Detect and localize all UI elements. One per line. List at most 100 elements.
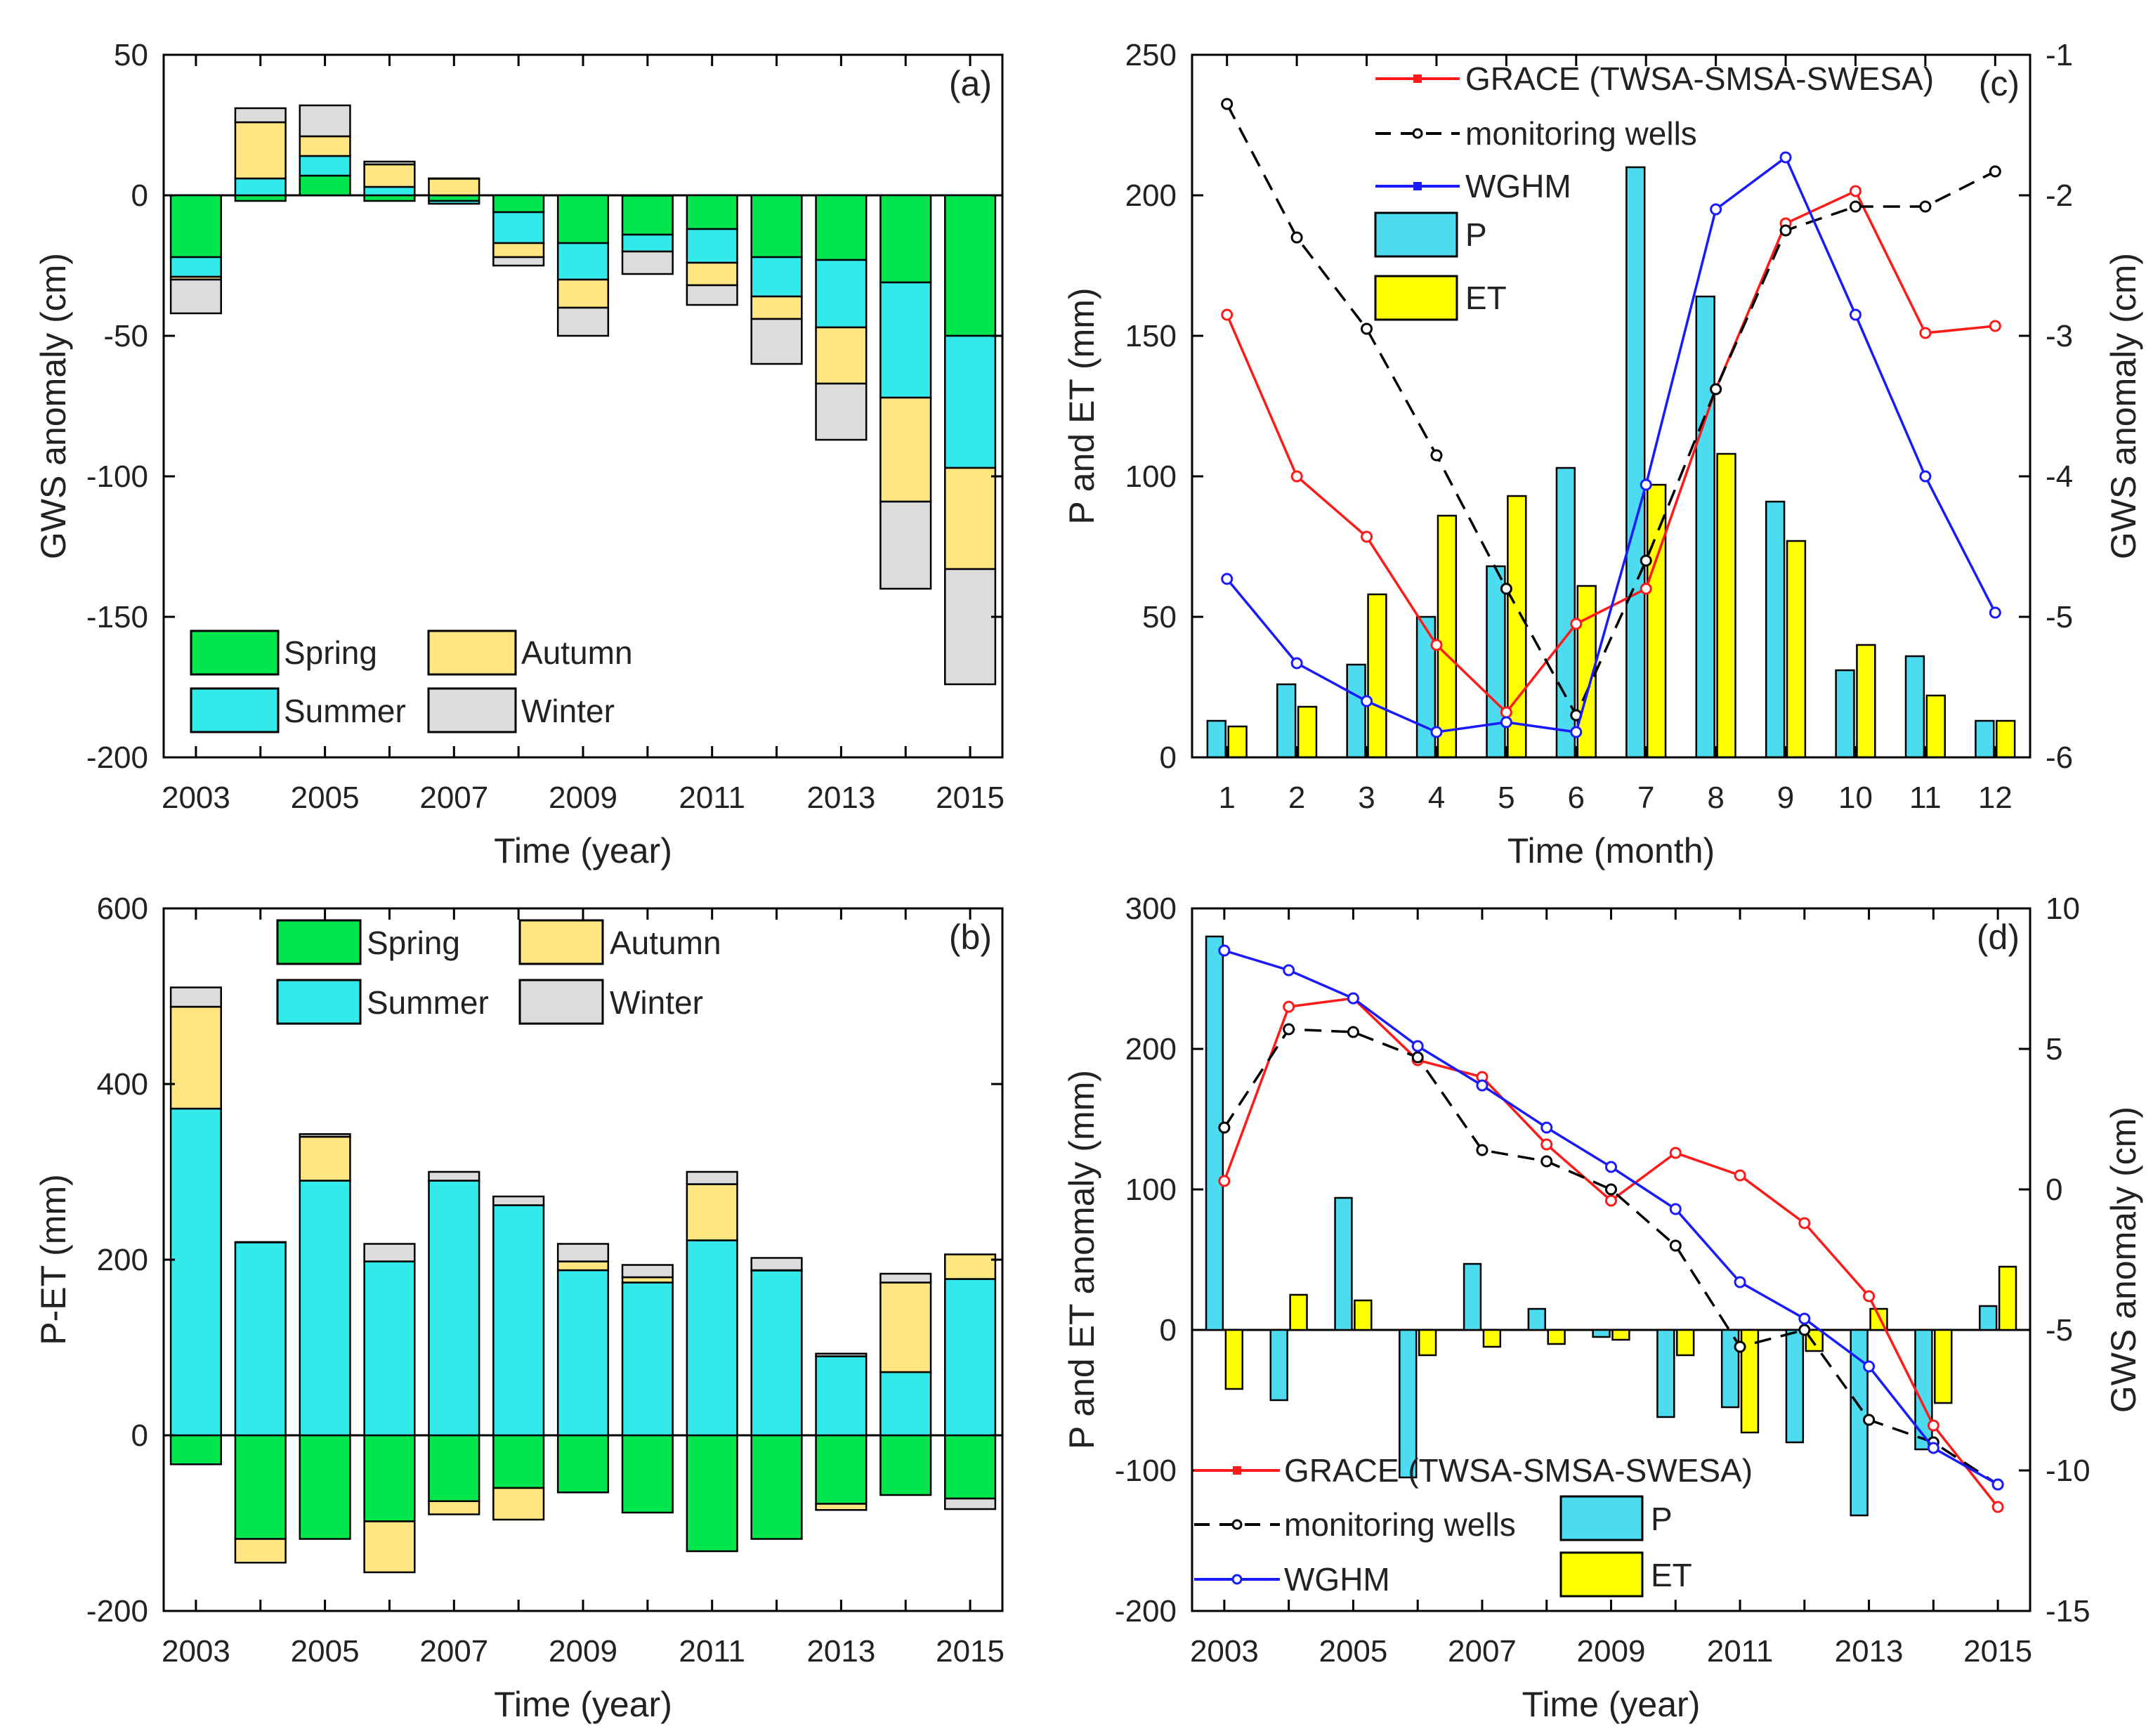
panel-d-point-wghm-2004 bbox=[1283, 964, 1295, 977]
panel-b-ytick-label: 600 bbox=[97, 892, 148, 926]
panel-d-bar-p-2004 bbox=[1269, 1329, 1288, 1402]
panel-c-legend-wells-marker bbox=[1412, 128, 1423, 139]
panel-b-bar-summer-2008 bbox=[492, 1204, 545, 1437]
panel-a-bar-winter-2006 bbox=[363, 160, 416, 166]
panel-a-ytick-label: -200 bbox=[86, 740, 148, 775]
panel-a-bar-spring-2008 bbox=[492, 194, 545, 214]
panel-d-ytick-right-label: 0 bbox=[2046, 1173, 2062, 1207]
panel-a-ytick-label: -150 bbox=[86, 600, 148, 634]
panel-d-chart: 300 200 100 0 -100 -200 10 5 0 -5 -10 -15 2003 2005 20… bbox=[1062, 892, 2143, 1724]
panel-c-bar-et-7 bbox=[1646, 483, 1667, 759]
panel-c-ytick-right-label: -2 bbox=[2046, 178, 2073, 213]
panel-b-xtick-label: 2003 bbox=[162, 1634, 230, 1669]
panel-a-legend-winter-swatch bbox=[427, 687, 517, 733]
panel-a-ytick-label: 0 bbox=[131, 178, 148, 213]
panel-d-ytick-right-label: -15 bbox=[2046, 1594, 2091, 1629]
panel-d-label: (d) bbox=[1977, 918, 2020, 957]
panel-a-ytick-label: -100 bbox=[86, 459, 148, 494]
panel-d-bar-et-2011 bbox=[1740, 1329, 1760, 1434]
panel-d-point-monitoring-2005 bbox=[1347, 1026, 1359, 1038]
panel-d-point-wghm-2015 bbox=[1991, 1478, 2004, 1491]
panel-b-bar-summer-2013 bbox=[815, 1355, 868, 1437]
panel-d-point-wghm-2008 bbox=[1540, 1121, 1553, 1134]
panel-d-point-grace-2004 bbox=[1283, 1000, 1295, 1013]
panel-c-point-grace-1 bbox=[1221, 308, 1234, 321]
panel-c-xtick-label: 7 bbox=[1637, 781, 1654, 815]
panel-c-ytick-label: 50 bbox=[1142, 600, 1177, 634]
panel-b-legend-summer: Summer bbox=[367, 984, 489, 1021]
panel-a-legend-autumn-swatch bbox=[427, 629, 517, 676]
panel-b-bar-autumn-2015 bbox=[944, 1253, 997, 1280]
panel-b-xtick-label: 2011 bbox=[679, 1634, 745, 1669]
panel-b-bar-autumn-2013 bbox=[815, 1503, 868, 1511]
panel-a-bar-winter-2013 bbox=[815, 382, 868, 441]
panel-b-bar-summer-2006 bbox=[363, 1260, 416, 1437]
panel-a-bar-winter-2004 bbox=[234, 107, 287, 124]
panel-d-bar-p-2011 bbox=[1720, 1329, 1740, 1409]
panel-b-bar-autumn-2009 bbox=[556, 1260, 610, 1272]
panel-c-ytick-label: 250 bbox=[1125, 38, 1177, 72]
panel-b-ytick-label: 400 bbox=[97, 1067, 148, 1102]
panel-a-bar-summer-2009 bbox=[556, 242, 610, 281]
panel-d-bar-et-2004 bbox=[1289, 1293, 1308, 1331]
panel-b-legend-summer-swatch bbox=[276, 979, 362, 1025]
panel-a-ylabel: GWS anomaly (cm) bbox=[34, 253, 73, 559]
panel-d-legend-p-swatch bbox=[1559, 1495, 1644, 1541]
panel-a-bar-autumn-2010 bbox=[621, 194, 674, 197]
panel-b-bar-summer-2009 bbox=[556, 1269, 610, 1437]
panel-d-bar-p-2008 bbox=[1527, 1307, 1546, 1331]
panel-b-bar-summer-2004 bbox=[234, 1241, 287, 1437]
panel-b-bar-spring-2004 bbox=[234, 1434, 287, 1540]
panel-a-ytick-label: -50 bbox=[103, 319, 148, 353]
panel-d-bar-et-2012 bbox=[1805, 1329, 1824, 1352]
panel-b-bar-summer-2015 bbox=[944, 1278, 997, 1437]
panel-c-ytick-label: 0 bbox=[1160, 740, 1177, 775]
panel-c-bar-et-10 bbox=[1856, 644, 1876, 759]
panel-d-bar-et-2008 bbox=[1547, 1329, 1566, 1345]
panel-c-point-wghm-4 bbox=[1430, 726, 1443, 738]
panel-a-bar-autumn-2015 bbox=[944, 466, 997, 570]
panel-d-legend-et-swatch bbox=[1559, 1551, 1644, 1598]
panel-d-point-wghm-2012 bbox=[1798, 1312, 1811, 1325]
panel-b-chart: 600 400 200 0 -200 2003 2005 2007 2009 2011 2013 20… bbox=[34, 892, 1005, 1724]
panel-a-bar-autumn-2009 bbox=[556, 278, 610, 309]
panel-c-bar-p-2 bbox=[1276, 683, 1297, 759]
panel-b-ticks: 600 400 200 0 -200 2003 2005 2007 2009 2011 2013 20… bbox=[86, 892, 1005, 1669]
panel-d-point-grace-2003 bbox=[1218, 1175, 1231, 1187]
panel-d-ytick-right-label: 5 bbox=[2046, 1032, 2062, 1066]
panel-c-bar-p-5 bbox=[1486, 565, 1506, 759]
panel-c-legend-grace-marker bbox=[1413, 74, 1422, 83]
panel-a-chart: 50 0 -50 -100 -150 -200 2003 2005 2007 2009 2011 20… bbox=[34, 38, 1005, 870]
panel-a-bar-autumn-2006 bbox=[363, 163, 416, 188]
panel-b-bar-autumn-2003 bbox=[169, 1005, 222, 1110]
panel-a-bar-spring-2003 bbox=[169, 194, 222, 259]
panel-b-bar-winter-2012 bbox=[750, 1257, 803, 1272]
panel-c-legend-p: P bbox=[1465, 216, 1487, 253]
panel-d-point-grace-2010 bbox=[1669, 1147, 1682, 1159]
panel-d-legend-wghm-marker bbox=[1231, 1574, 1243, 1585]
panel-c-legend-wghm-marker bbox=[1413, 182, 1422, 190]
panel-c-bar-et-8 bbox=[1716, 452, 1736, 759]
panel-d-bar-et-2003 bbox=[1224, 1329, 1243, 1390]
panel-c-xtick-label: 5 bbox=[1498, 781, 1514, 815]
panel-d-ylabel: P and ET anomaly (mm) bbox=[1062, 1070, 1101, 1449]
panel-b-xtick-label: 2009 bbox=[549, 1634, 617, 1669]
panel-d-legend-grace-marker bbox=[1233, 1466, 1241, 1475]
panel-a-bar-summer-2015 bbox=[944, 334, 997, 469]
panel-d-ticks: 300 200 100 0 -100 -200 10 5 0 -5 -10 -15 2003 2005 20… bbox=[1115, 892, 2091, 1669]
panel-c-point-grace-11 bbox=[1919, 327, 1932, 339]
panel-c-bar-p-12 bbox=[1975, 719, 1995, 759]
panel-b-bar-winter-2006 bbox=[363, 1243, 416, 1262]
panel-a-xtick-label: 2007 bbox=[419, 781, 488, 815]
panel-c-xtick-label: 4 bbox=[1428, 781, 1445, 815]
panel-d-point-grace-2014 bbox=[1927, 1419, 1939, 1432]
panel-c-point-grace-4 bbox=[1430, 639, 1443, 651]
panel-b-bar-summer-2007 bbox=[428, 1180, 480, 1437]
panel-c-line-wghm bbox=[1226, 155, 1996, 733]
panel-a-bar-spring-2013 bbox=[815, 194, 868, 261]
panel-a-bar-autumn-2013 bbox=[815, 326, 868, 385]
panel-b-bar-spring-2005 bbox=[299, 1434, 351, 1540]
panel-d-ytick-label: -100 bbox=[1115, 1454, 1177, 1488]
panel-b-xtick-label: 2007 bbox=[419, 1634, 488, 1669]
panel-b-legend-autumn-swatch bbox=[518, 919, 604, 965]
